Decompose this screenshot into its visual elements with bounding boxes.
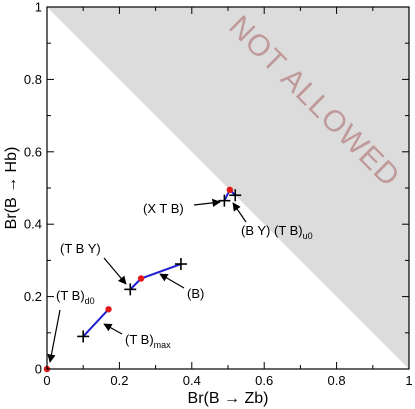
annotation-label: (X T B) (143, 201, 184, 216)
y-axis-ticks: 0 0.2 0.4 0.6 0.8 1 (24, 0, 409, 377)
x-axis-ticks: 0 0.2 0.4 0.6 0.8 1 (43, 7, 413, 388)
segment-line (82, 308, 110, 338)
x-tick-label: 1 (405, 373, 412, 388)
y-tick-label: 0.6 (24, 144, 42, 159)
annotation-label: (T B Y) (60, 241, 101, 256)
dot-marker (137, 275, 145, 282)
dot-marker (226, 186, 234, 194)
cross-marker (174, 258, 187, 271)
annotation-text: (T B Y) (60, 241, 101, 256)
annotation-arrow (47, 309, 61, 363)
annotation-text: (X T B) (143, 201, 184, 216)
y-tick-label: 1 (35, 0, 42, 15)
x-tick-label: 0.6 (255, 373, 273, 388)
annotation-arrow (193, 198, 221, 208)
annotation-label: (B Y) (T B)u0 (241, 223, 313, 241)
annotation-label: (T B)max (125, 332, 171, 350)
annotation-arrow (159, 273, 185, 289)
annotation-text: (B Y) (T B) (241, 223, 303, 238)
y-axis-label: Br(B → Hb) (3, 147, 20, 230)
annotation-arrow (232, 202, 247, 223)
annotation-label: (B) (187, 286, 204, 301)
annotation-text: (T B) (56, 288, 85, 303)
annotation-subscript: max (154, 340, 172, 350)
cross-marker (229, 189, 242, 202)
y-tick-label: 0 (35, 362, 42, 377)
plot-layer (43, 186, 242, 373)
x-tick-label: 0.2 (110, 373, 128, 388)
dot-marker (105, 306, 112, 313)
cross-marker (218, 194, 231, 207)
annotations: (T B)d0(T B)max(T B Y)(B)(X T B)(B Y) (T… (47, 198, 313, 363)
annotation-subscript: d0 (85, 296, 95, 306)
y-tick-label: 0.2 (24, 289, 42, 304)
annotation-label: (T B)d0 (56, 288, 95, 306)
cross-marker (77, 330, 90, 343)
segment-line (129, 263, 182, 291)
annotation-subscript: u0 (303, 231, 313, 241)
x-tick-label: 0.8 (328, 373, 346, 388)
annotation-text: (B) (187, 286, 204, 301)
x-axis-label: Br(B → Zb) (188, 390, 269, 407)
annotation-text: (T B) (125, 332, 154, 347)
x-tick-label: 0.4 (183, 373, 201, 388)
x-tick-label: 0 (43, 373, 50, 388)
y-tick-label: 0.4 (24, 217, 42, 232)
cross-marker (124, 283, 137, 296)
annotation-arrow (103, 257, 127, 285)
y-tick-label: 0.8 (24, 72, 42, 87)
annotation-arrow (103, 323, 123, 335)
